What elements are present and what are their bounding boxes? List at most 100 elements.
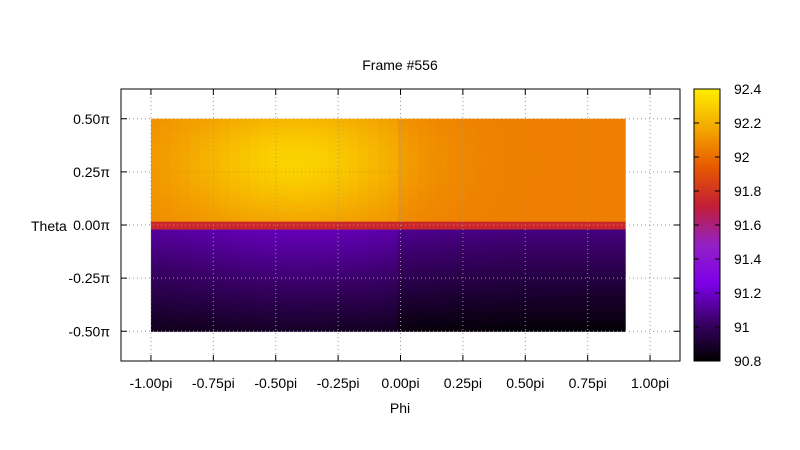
heatmap-cell (536, 244, 547, 250)
heatmap-cell (506, 134, 518, 140)
heatmap-cell (397, 122, 409, 128)
heatmap-cell (555, 130, 567, 136)
heatmap-cell (476, 158, 488, 163)
heatmap-cell (476, 240, 488, 246)
heatmap-cell (457, 177, 468, 183)
heatmap-cell (546, 189, 557, 195)
heatmap-cell (447, 236, 458, 242)
heatmap-cell (595, 319, 606, 324)
heatmap-cell (575, 154, 587, 159)
heatmap-cell (546, 303, 557, 309)
heatmap-cell (427, 189, 439, 195)
heatmap-cell (210, 295, 221, 301)
heatmap-cell (299, 193, 310, 199)
heatmap-cell (575, 315, 587, 321)
heatmap-cell (328, 209, 340, 214)
heatmap-cell (585, 197, 597, 202)
heatmap-cell (595, 118, 606, 124)
heatmap-cell (249, 193, 261, 199)
heatmap-cell (220, 287, 231, 293)
heatmap-cell (328, 225, 340, 230)
heatmap-cell (170, 244, 182, 250)
heatmap-cell (417, 181, 429, 187)
heatmap-cell (575, 311, 587, 317)
heatmap-cell (368, 189, 379, 195)
heatmap-cell (427, 307, 439, 313)
heatmap-cell (150, 201, 162, 206)
heatmap-cell (190, 126, 201, 132)
heatmap-cell (467, 303, 478, 309)
heatmap-cell (407, 240, 419, 246)
heatmap-cell (249, 126, 261, 132)
heatmap-cell (338, 291, 350, 297)
heatmap-cell (368, 122, 379, 128)
heatmap-cell (476, 165, 488, 171)
heatmap-cell (358, 228, 369, 234)
heatmap-cell (150, 291, 162, 297)
heatmap-cell (437, 185, 448, 191)
heatmap-cell (229, 213, 241, 218)
heatmap-cell (309, 327, 320, 332)
heatmap-cell (546, 146, 557, 151)
heatmap-cell (279, 142, 290, 147)
heatmap-cell (210, 142, 221, 147)
heatmap-cell (595, 189, 606, 195)
heatmap-cell (378, 201, 389, 206)
heatmap-cell (486, 248, 498, 254)
heatmap-cell (516, 327, 527, 332)
heatmap-cell (328, 291, 340, 297)
heatmap-cell (368, 315, 379, 321)
heatmap-cell (605, 307, 616, 313)
heatmap-cell (565, 217, 577, 222)
y-tick-label: 0.00π (73, 217, 110, 233)
heatmap-cell (457, 244, 468, 250)
heatmap-cell (299, 248, 310, 254)
heatmap-cell (447, 130, 458, 136)
heatmap-cell (496, 122, 508, 128)
heatmap-cell (259, 181, 271, 187)
heatmap-cell (536, 150, 547, 155)
heatmap-cell (555, 323, 567, 328)
heatmap-cell (150, 217, 162, 222)
heatmap-cell (388, 280, 399, 285)
heatmap-cell (229, 217, 241, 222)
heatmap-cell (249, 158, 261, 163)
heatmap-cell (348, 126, 359, 132)
heatmap-cell (496, 205, 508, 210)
heatmap-cell (210, 311, 221, 317)
heatmap-cell (378, 256, 389, 262)
heatmap-cell (229, 154, 241, 159)
heatmap-cell (536, 232, 547, 238)
heatmap-cell (368, 225, 379, 230)
heatmap-cell (476, 189, 488, 195)
heatmap-cell (279, 177, 290, 183)
heatmap-cell (338, 284, 350, 289)
heatmap-cell (279, 225, 290, 230)
heatmap-cell (249, 118, 261, 124)
heatmap-cell (526, 260, 537, 265)
heatmap-cell (407, 122, 419, 128)
heatmap-cell (457, 268, 468, 273)
heatmap-cell (160, 256, 172, 262)
heatmap-cell (299, 126, 310, 132)
heatmap-cell (150, 130, 162, 136)
heatmap-cell (555, 232, 567, 238)
heatmap-cell (615, 284, 626, 289)
heatmap-cell (220, 126, 231, 132)
colorbar-tick-label: 92.4 (734, 81, 761, 97)
heatmap-cell (318, 217, 330, 222)
heatmap-cell (220, 264, 231, 269)
heatmap-cell (516, 295, 527, 301)
heatmap-cell (299, 142, 310, 147)
heatmap-cell (447, 197, 458, 202)
heatmap-cell (457, 232, 468, 238)
heatmap-cell (476, 268, 488, 273)
heatmap-cell (476, 169, 488, 175)
heatmap-cell (309, 323, 320, 328)
heatmap-cell (289, 213, 300, 218)
heatmap-cell (397, 268, 409, 273)
heatmap-cell (427, 236, 439, 242)
heatmap-cell (397, 228, 409, 234)
heatmap-cell (229, 299, 241, 305)
heatmap-cell (318, 177, 330, 183)
